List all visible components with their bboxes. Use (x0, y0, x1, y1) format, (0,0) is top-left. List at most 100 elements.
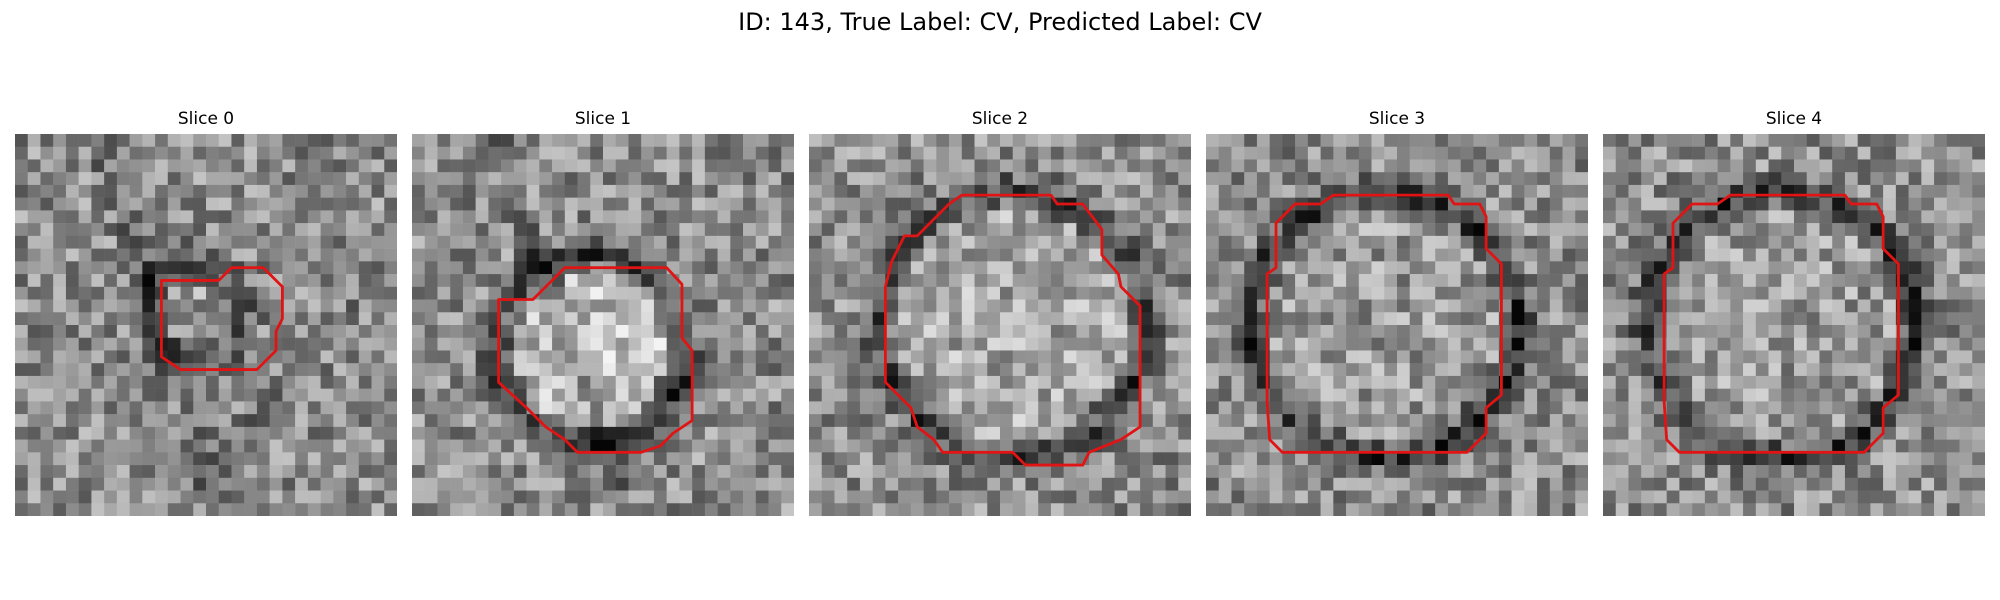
pixel (666, 490, 680, 504)
pixel (974, 337, 988, 351)
pixel (1218, 414, 1232, 428)
pixel (53, 477, 67, 491)
pixel (961, 223, 975, 237)
pixel (333, 388, 347, 402)
pixel (167, 134, 181, 147)
pixel (65, 235, 79, 249)
pixel (603, 363, 616, 377)
pixel (333, 375, 347, 389)
pixel (1101, 503, 1115, 516)
pixel (295, 286, 309, 300)
pixel (603, 134, 616, 147)
pixel (1653, 490, 1667, 504)
pixel (1704, 401, 1718, 415)
pixel (1679, 490, 1693, 504)
pixel (1486, 134, 1500, 147)
pixel (1666, 388, 1680, 402)
pixel (834, 375, 848, 389)
pixel (1641, 197, 1655, 211)
pixel (1666, 299, 1680, 313)
pixel (320, 312, 334, 326)
pixel (1653, 146, 1667, 160)
pixel (1025, 146, 1039, 160)
pixel (1844, 172, 1858, 186)
pixel (1946, 414, 1960, 428)
pixel (358, 503, 372, 516)
pixel (768, 299, 782, 313)
pixel (1679, 363, 1693, 377)
pixel (1755, 337, 1769, 351)
pixel (872, 388, 886, 402)
pixel (743, 172, 757, 186)
pixel (949, 388, 963, 402)
pixel (974, 261, 988, 275)
pixel (1498, 159, 1512, 173)
pixel (295, 146, 309, 160)
pixel (1511, 184, 1525, 198)
pixel (282, 439, 296, 453)
pixel (653, 223, 667, 237)
pixel (1768, 337, 1782, 351)
pixel (1231, 350, 1245, 364)
pixel (936, 261, 950, 275)
pixel (1282, 439, 1296, 453)
pixel (167, 325, 181, 338)
pixel (1320, 363, 1334, 377)
pixel (1038, 375, 1052, 389)
pixel (1641, 414, 1655, 428)
pixel (27, 248, 41, 262)
pixel (1000, 414, 1013, 428)
pixel (1397, 337, 1410, 351)
pixel (526, 184, 540, 198)
pixel (384, 286, 397, 300)
pixel (65, 465, 79, 479)
pixel (462, 197, 476, 211)
pixel (91, 261, 105, 275)
pixel (180, 503, 194, 516)
pixel (1628, 248, 1642, 262)
pixel (1371, 414, 1385, 428)
pixel (1165, 439, 1179, 453)
pixel (1460, 452, 1474, 466)
pixel (1409, 159, 1423, 173)
pixel (1063, 325, 1077, 338)
pixel (1486, 197, 1500, 211)
pixel (1806, 235, 1820, 249)
pixel (1063, 477, 1077, 491)
pixel (358, 159, 372, 173)
pixel (1730, 172, 1744, 186)
pixel (384, 134, 397, 147)
pixel (1806, 477, 1820, 491)
pixel (872, 235, 886, 249)
pixel (1934, 452, 1948, 466)
pixel (1127, 350, 1141, 364)
pixel (743, 503, 757, 516)
pixel (590, 477, 604, 491)
pixel (717, 210, 731, 224)
pixel (1101, 274, 1115, 288)
pixel (1806, 172, 1820, 186)
pixel (307, 134, 321, 147)
pixel (116, 363, 130, 377)
pixel (1333, 159, 1347, 173)
pixel (1038, 452, 1052, 466)
pixel (666, 503, 680, 516)
pixel (1409, 235, 1423, 249)
pixel (1282, 146, 1296, 160)
pixel (1244, 401, 1258, 415)
pixel (244, 465, 258, 479)
pixel (859, 452, 873, 466)
pixel (910, 439, 924, 453)
pixel (679, 401, 693, 415)
pixel (244, 388, 258, 402)
pixel (1000, 261, 1013, 275)
pixel (320, 261, 334, 275)
pixel (218, 286, 232, 300)
pixel (1152, 184, 1166, 198)
pixel (615, 401, 629, 415)
pixel (346, 388, 360, 402)
pixel (1127, 261, 1141, 275)
pixel (15, 477, 28, 491)
pixel (1794, 477, 1807, 491)
pixel (755, 465, 769, 479)
